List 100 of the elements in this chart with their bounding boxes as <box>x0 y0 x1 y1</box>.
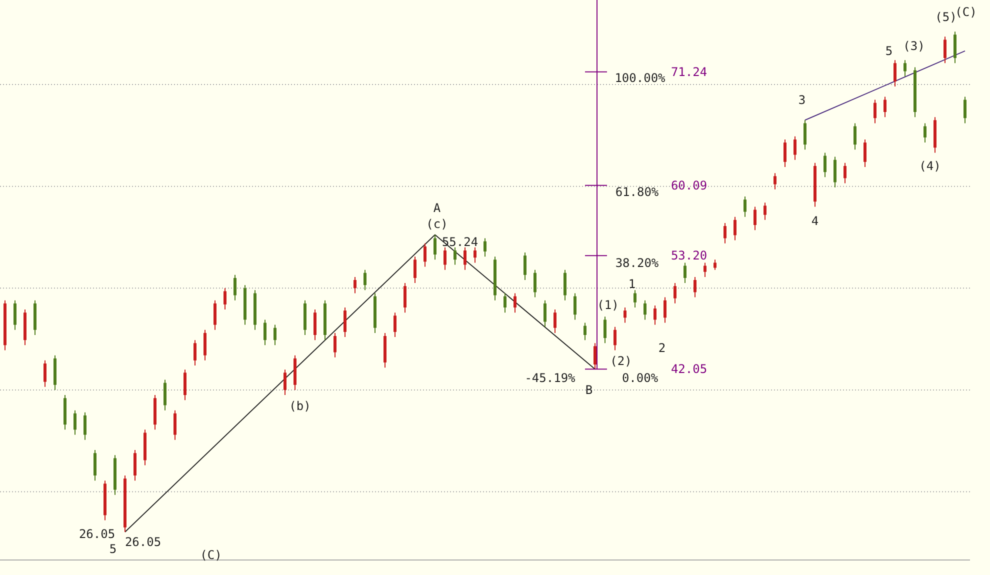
candlestick <box>164 379 166 411</box>
annotation: 26.05 <box>78 527 116 541</box>
y-tick-label: 53.20 <box>670 248 708 263</box>
candlestick <box>824 152 826 178</box>
annotation: 0.00% <box>622 371 659 385</box>
annotation: (1) <box>597 298 619 312</box>
candlestick <box>484 238 486 258</box>
annotation: A <box>433 201 442 215</box>
candlestick <box>194 340 196 366</box>
candlestick <box>514 292 516 314</box>
candlestick <box>364 269 366 291</box>
candlestick <box>574 292 576 320</box>
candlestick <box>754 206 756 231</box>
candlestick <box>724 222 726 244</box>
annotation: 61.80% <box>615 185 660 199</box>
candlestick <box>904 60 906 77</box>
y-tick-label: 42.05 <box>670 362 708 376</box>
candlestick <box>744 196 746 218</box>
annotation: 100.00% <box>614 71 666 85</box>
candlestick <box>594 342 596 370</box>
candlestick <box>534 269 536 298</box>
candlestick <box>454 246 456 266</box>
candlestick <box>234 274 236 301</box>
annotation: (c) <box>426 217 448 231</box>
candlestick <box>284 369 286 396</box>
candlestick <box>74 410 76 436</box>
candlestick <box>404 282 406 314</box>
candlestick <box>134 450 136 482</box>
annotation: 4 <box>811 214 819 228</box>
candlestick <box>354 276 356 294</box>
candlestick <box>204 329 206 361</box>
candlestick <box>554 309 556 334</box>
candlestick <box>564 269 566 301</box>
candlestick <box>834 156 836 188</box>
y-tick-label: 60.09 <box>670 178 708 192</box>
candlestick <box>964 96 966 124</box>
annotation: 2 <box>658 341 666 355</box>
candlestick <box>624 306 626 324</box>
candlestick <box>664 296 666 324</box>
candlestick <box>684 262 686 284</box>
candlestick <box>634 290 636 308</box>
candlestick <box>944 36 946 64</box>
candlestick <box>884 96 886 118</box>
y-tick-label: 71.24 <box>670 64 708 79</box>
candlestick <box>314 309 316 341</box>
candlestick <box>894 60 896 88</box>
candlestick <box>694 276 696 298</box>
annotation: (C) <box>200 548 222 562</box>
annotation: (4) <box>919 159 941 173</box>
annotation: (3) <box>903 39 925 53</box>
candlestick <box>214 300 216 330</box>
candlestick <box>954 31 956 64</box>
candlestick <box>544 300 546 328</box>
candlestick <box>804 120 806 150</box>
annotation: 38.20% <box>615 256 660 270</box>
candlestick <box>184 369 186 401</box>
candlestick <box>334 332 336 358</box>
candlestick <box>794 136 796 160</box>
candlestick <box>274 324 276 346</box>
annotation: -45.19% <box>524 371 576 385</box>
candlestick <box>394 312 396 338</box>
annotation: 5 <box>109 542 117 556</box>
candlestick <box>614 326 616 351</box>
annotation: 1 <box>628 277 636 291</box>
candlestick <box>644 300 646 320</box>
candlestick <box>924 122 926 144</box>
candlestick <box>734 216 736 241</box>
candlestick <box>704 262 706 278</box>
candlestick <box>854 122 856 150</box>
candlestick <box>444 246 446 270</box>
candlestick <box>774 172 776 190</box>
annotation: (2) <box>610 354 632 368</box>
candlestick <box>84 412 86 440</box>
annotation: 3 <box>798 93 806 107</box>
candlestick <box>874 99 876 124</box>
candlestick <box>174 410 176 440</box>
annotation: (5) <box>935 10 957 24</box>
annotation: (C) <box>955 5 977 19</box>
candlestick <box>524 252 526 280</box>
candlestick <box>864 138 866 168</box>
candlestick <box>424 242 426 268</box>
candlestick <box>434 234 436 260</box>
candlestick <box>844 162 846 184</box>
candlestick <box>654 304 656 326</box>
candlestick <box>784 138 786 168</box>
candlestick <box>14 300 16 330</box>
candlestick <box>344 306 346 338</box>
candlestick <box>714 259 716 270</box>
candlestick <box>764 202 766 220</box>
candlestick <box>584 322 586 341</box>
annotation: B <box>585 383 593 397</box>
candlestick <box>504 292 506 314</box>
annotation: 55.24 <box>442 235 478 249</box>
candlestick <box>224 288 226 310</box>
candlestick <box>464 246 466 270</box>
annotation: 26.05 <box>124 535 162 549</box>
candlestick <box>94 450 96 482</box>
candlestick <box>474 246 476 264</box>
candlestick <box>604 316 606 344</box>
candlestick <box>264 319 266 346</box>
